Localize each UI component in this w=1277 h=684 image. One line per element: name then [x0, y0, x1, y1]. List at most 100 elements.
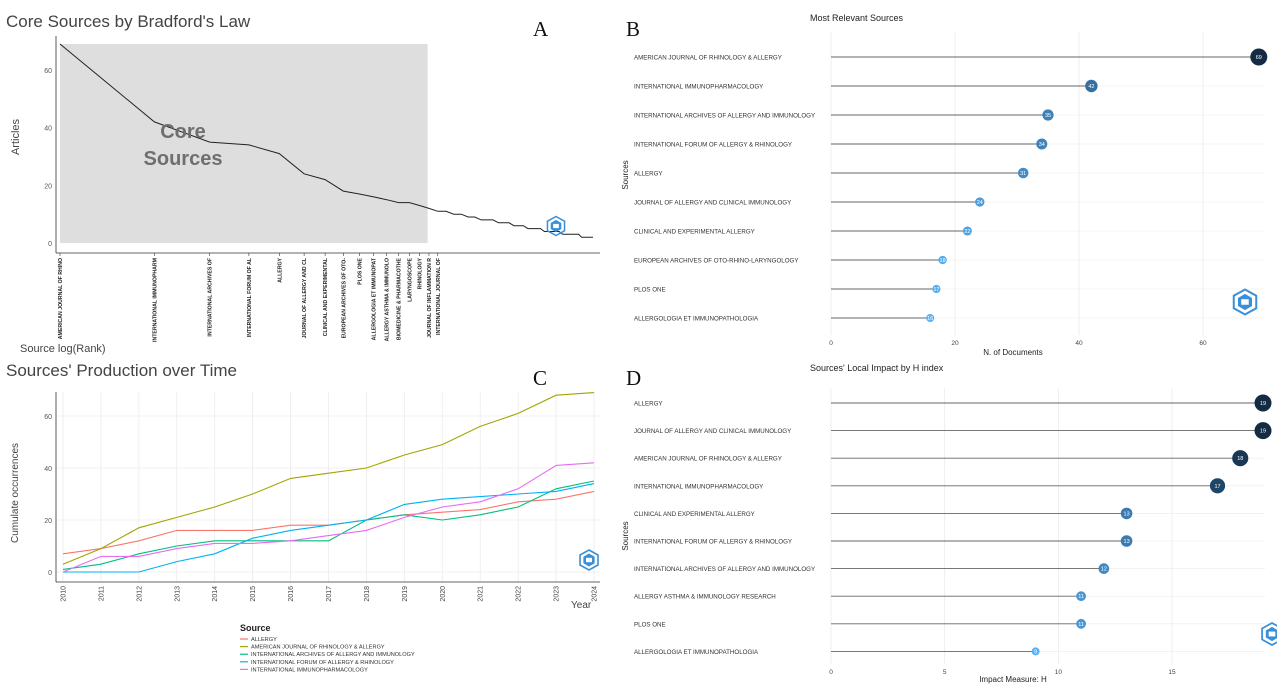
- logo-book: [553, 223, 559, 229]
- x-tick-label: PLOS ONE: [357, 257, 363, 284]
- category-label: PLOS ONE: [634, 621, 666, 628]
- x-tick-label: 2010: [61, 586, 68, 602]
- category-label: INTERNATIONAL FORUM OF ALLERGY & RHINOLO…: [634, 142, 792, 149]
- chart-d-ylabel: Sources: [621, 521, 630, 550]
- chart-b-title: Most Relevant Sources: [810, 13, 904, 23]
- x-tick-label: 0: [829, 340, 833, 347]
- bibliometrix-logo: [1261, 621, 1277, 647]
- x-tick-label: 40: [1075, 340, 1083, 347]
- chart-a-ylabel: Articles: [10, 118, 22, 155]
- x-tick-label: 10: [1055, 669, 1063, 676]
- x-tick-label: INTERNATIONAL IMMUNOPHARM: [152, 258, 158, 342]
- panel-letter-a: A: [533, 17, 549, 41]
- y-tick-label: 20: [44, 518, 52, 525]
- category-label: ALLERGY: [634, 171, 663, 178]
- x-tick-label: LARYNGOSCOPE: [407, 257, 413, 301]
- category-label: CLINICAL AND EXPERIMENTAL ALLERGY: [634, 229, 755, 236]
- x-tick-label: BIOMEDICINE & PHARMACOTHE: [397, 257, 403, 340]
- lollipop-dot: [1042, 109, 1054, 121]
- x-tick-label: INTERNATIONAL ARCHIVES OF: [208, 258, 214, 337]
- x-tick-label: 2011: [98, 586, 105, 601]
- panel-d-local-impact: Sources' Local Impact by H index D 0 5 10 1…: [620, 358, 1277, 684]
- lollipop-value-label: 11: [1078, 594, 1084, 600]
- y-tick-label: 40: [44, 466, 52, 473]
- logo-book: [586, 557, 592, 563]
- chart-b-xlabel: N. of Documents: [983, 348, 1043, 357]
- legend-label: AMERICAN JOURNAL OF RHINOLOGY & ALLERGY: [251, 645, 385, 651]
- x-tick-label: 2022: [516, 586, 523, 602]
- lollipop-value-label: 31: [1020, 171, 1026, 177]
- lollipop-value-label: 13: [1124, 511, 1130, 517]
- lollipop-dot: [1085, 79, 1098, 93]
- category-label: ALLERGY ASTHMA & IMMUNOLOGY RESEARCH: [634, 594, 776, 601]
- lollipop-value-label: 42: [1088, 84, 1094, 90]
- x-tick-label: AMERICAN JOURNAL OF RHINO: [58, 258, 64, 339]
- lollipop-value-label: 11: [1078, 622, 1084, 628]
- logo-book: [1268, 631, 1276, 637]
- logo-hexagon: [1232, 288, 1258, 316]
- legend-label: INTERNATIONAL FORUM OF ALLERGY & RHINOLO…: [251, 660, 394, 666]
- category-label: PLOS ONE: [634, 287, 666, 294]
- lollipop-value-label: 9: [1034, 649, 1037, 655]
- h-index-chart: Sources' Local Impact by H index D 0 5 10 1…: [621, 363, 1277, 684]
- lollipop-dot: [1254, 394, 1272, 412]
- series-line: [62, 462, 595, 573]
- panel-b-most-relevant-sources: Most Relevant Sources B 0 20 40 60 AMERICAN …: [620, 0, 1277, 358]
- x-tick-label: 2019: [402, 586, 409, 602]
- y-tick-label: 0: [48, 570, 52, 577]
- x-tick-label: 2012: [136, 586, 143, 602]
- chart-d-xlabel: Impact Measure: H: [979, 675, 1047, 684]
- lollipop-value-label: 12: [1101, 567, 1107, 573]
- chart-a-title: Core Sources by Bradford's Law: [6, 12, 251, 31]
- x-tick-label: 5: [943, 669, 947, 676]
- x-tick-label: 2020: [440, 586, 447, 602]
- lollipop-value-label: 19: [1260, 429, 1266, 435]
- x-tick-label: 2018: [364, 586, 371, 602]
- x-tick-label: 2015: [250, 586, 257, 602]
- lollipop-dot: [926, 314, 935, 322]
- panel-letter-d: D: [626, 366, 641, 390]
- logo-hexagon: [546, 215, 566, 237]
- relevant-sources-plot-area: 0 20 40 60 AMERICAN JOURNAL OF RHINOLOGY & A…: [634, 32, 1268, 347]
- category-label: JOURNAL OF ALLERGY AND CLINICAL IMMUNOLO…: [634, 200, 791, 207]
- x-tick-label: 2017: [326, 586, 333, 602]
- lollipop-dot: [1031, 647, 1040, 656]
- lollipop-dot: [962, 226, 972, 236]
- x-tick-label: RHINOLOGY: [418, 257, 424, 289]
- lollipop-value-label: 22: [964, 229, 970, 235]
- bradford-curve: [59, 43, 593, 238]
- x-tick-label: 2014: [212, 586, 219, 602]
- bradford-chart: Core Sources by Bradford's Law A 0 20 40 60…: [6, 12, 600, 355]
- category-label: INTERNATIONAL ARCHIVES OF ALLERGY AND IM…: [634, 113, 815, 120]
- y-tick-label: 20: [44, 183, 52, 190]
- x-tick-label: 2016: [288, 586, 295, 602]
- x-tick-label: 2013: [174, 586, 181, 602]
- lollipop-dot: [1036, 138, 1048, 150]
- category-label: INTERNATIONAL ARCHIVES OF ALLERGY AND IM…: [634, 566, 815, 573]
- legend-label: ALLERGY: [251, 637, 277, 643]
- h-index-plot-area: 0 5 10 15 ALLERGY 19 JOURNAL OF ALLERGY AND CL…: [634, 388, 1277, 676]
- lollipop-value-label: 24: [977, 200, 983, 206]
- lollipop-dot: [1209, 478, 1226, 494]
- series-line: [63, 483, 595, 573]
- lollipop-value-label: 69: [1256, 55, 1262, 61]
- bibliometrix-logo: [546, 215, 566, 237]
- category-label: INTERNATIONAL IMMUNOPHARMACOLOGY: [634, 483, 763, 490]
- core-sources-area: [60, 44, 428, 243]
- legend-title: Source: [240, 623, 271, 633]
- series-line: [62, 480, 595, 570]
- x-tick-label: INTERNATIONAL FORUM OF AL: [247, 257, 253, 337]
- chart-a-xlabel: Source log(Rank): [20, 343, 106, 355]
- lollipop-value-label: 34: [1039, 142, 1045, 148]
- category-label: AMERICAN JOURNAL OF RHINOLOGY & ALLERGY: [634, 456, 782, 463]
- y-tick-label: 60: [44, 414, 52, 421]
- x-tick-label: 60: [1199, 340, 1207, 347]
- x-tick-label: 2023: [554, 586, 561, 602]
- bibliometrix-logo: [579, 549, 599, 571]
- lollipop-value-label: 35: [1045, 113, 1051, 119]
- x-tick-label: 2024: [592, 586, 599, 602]
- core-label-line1: Core: [160, 121, 206, 143]
- panel-c-production-over-time: Sources' Production over Time C 0 20 40 60 2…: [0, 358, 620, 684]
- x-tick-label: INTERNATIONAL JOURNAL OF: [436, 258, 442, 335]
- lollipop-dot: [1254, 422, 1272, 440]
